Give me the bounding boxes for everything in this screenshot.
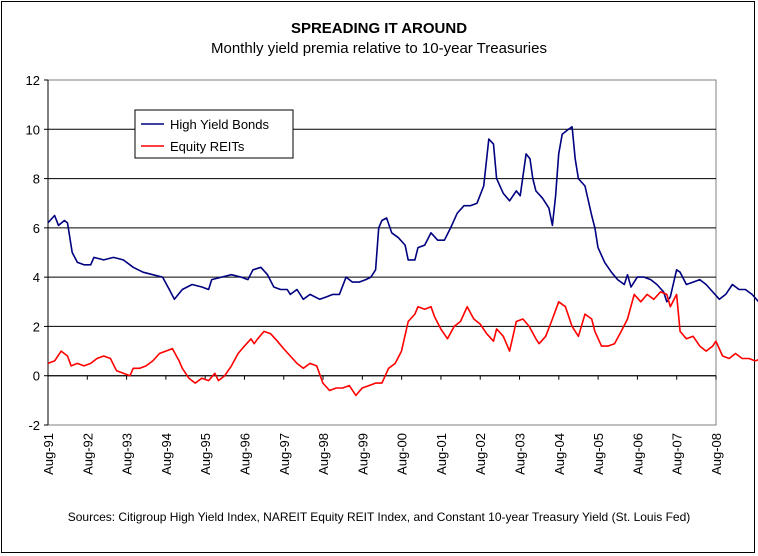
x-tick-label-4: Aug-95 bbox=[198, 433, 213, 475]
y-tick-label-3: 4 bbox=[33, 270, 40, 285]
series-lines bbox=[47, 126, 758, 397]
legend-label-equity-reits: Equity REITs bbox=[170, 139, 245, 154]
y-tick-labels: -2 0 2 4 6 8 10 12 bbox=[26, 73, 40, 433]
y-tick-label-7: 12 bbox=[26, 73, 40, 88]
series-line-high-yield-bonds bbox=[47, 126, 758, 303]
x-tick-label-17: Aug-08 bbox=[709, 433, 724, 475]
axes bbox=[44, 79, 717, 426]
x-tick-label-8: Aug-99 bbox=[355, 433, 370, 475]
x-tick-label-11: Aug-02 bbox=[473, 433, 488, 475]
x-tick-label-9: Aug-00 bbox=[395, 433, 410, 475]
x-tick-labels: Aug-91 Aug-92 Aug-93 Aug-94 Aug-95 Aug-96 Aug-… bbox=[41, 433, 724, 475]
x-tick-label-13: Aug-04 bbox=[552, 433, 567, 475]
y-tick-label-5: 8 bbox=[33, 172, 40, 187]
x-tick-label-3: Aug-94 bbox=[159, 433, 174, 475]
x-tick-label-7: Aug-98 bbox=[316, 433, 331, 475]
x-tick-label-14: Aug-05 bbox=[591, 433, 606, 475]
x-tick-label-1: Aug-92 bbox=[80, 433, 95, 475]
chart-subtitle: Monthly yield premia relative to 10-year… bbox=[211, 40, 547, 57]
y-tick-label-0: -2 bbox=[28, 418, 40, 433]
x-tick-label-0: Aug-91 bbox=[41, 433, 56, 475]
x-tick-label-2: Aug-93 bbox=[120, 433, 135, 475]
chart-title: SPREADING IT AROUND bbox=[290, 20, 468, 37]
x-tick-label-5: Aug-96 bbox=[237, 433, 252, 475]
x-tick-label-10: Aug-01 bbox=[434, 433, 449, 475]
x-tick-label-15: Aug-06 bbox=[630, 433, 645, 475]
y-tick-label-6: 10 bbox=[26, 122, 40, 137]
x-tick-label-16: Aug-07 bbox=[670, 433, 685, 475]
legend: High Yield Bonds Equity REITs bbox=[134, 109, 294, 159]
y-tick-label-4: 6 bbox=[33, 221, 40, 236]
chart-source-note: Sources: Citigroup High Yield Index, NAR… bbox=[67, 510, 691, 524]
series-line-equity-reits bbox=[47, 291, 758, 397]
legend-box bbox=[134, 109, 294, 159]
y-tick-label-1: 0 bbox=[33, 369, 40, 384]
legend-label-high-yield: High Yield Bonds bbox=[170, 117, 270, 132]
x-tick-label-6: Aug-97 bbox=[277, 433, 292, 475]
x-tick-label-12: Aug-03 bbox=[513, 433, 528, 475]
y-tick-label-2: 2 bbox=[33, 319, 40, 334]
